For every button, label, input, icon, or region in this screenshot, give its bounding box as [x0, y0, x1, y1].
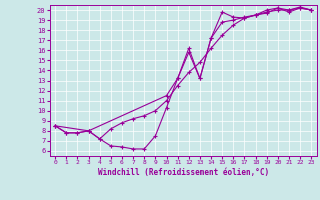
- X-axis label: Windchill (Refroidissement éolien,°C): Windchill (Refroidissement éolien,°C): [98, 168, 269, 177]
